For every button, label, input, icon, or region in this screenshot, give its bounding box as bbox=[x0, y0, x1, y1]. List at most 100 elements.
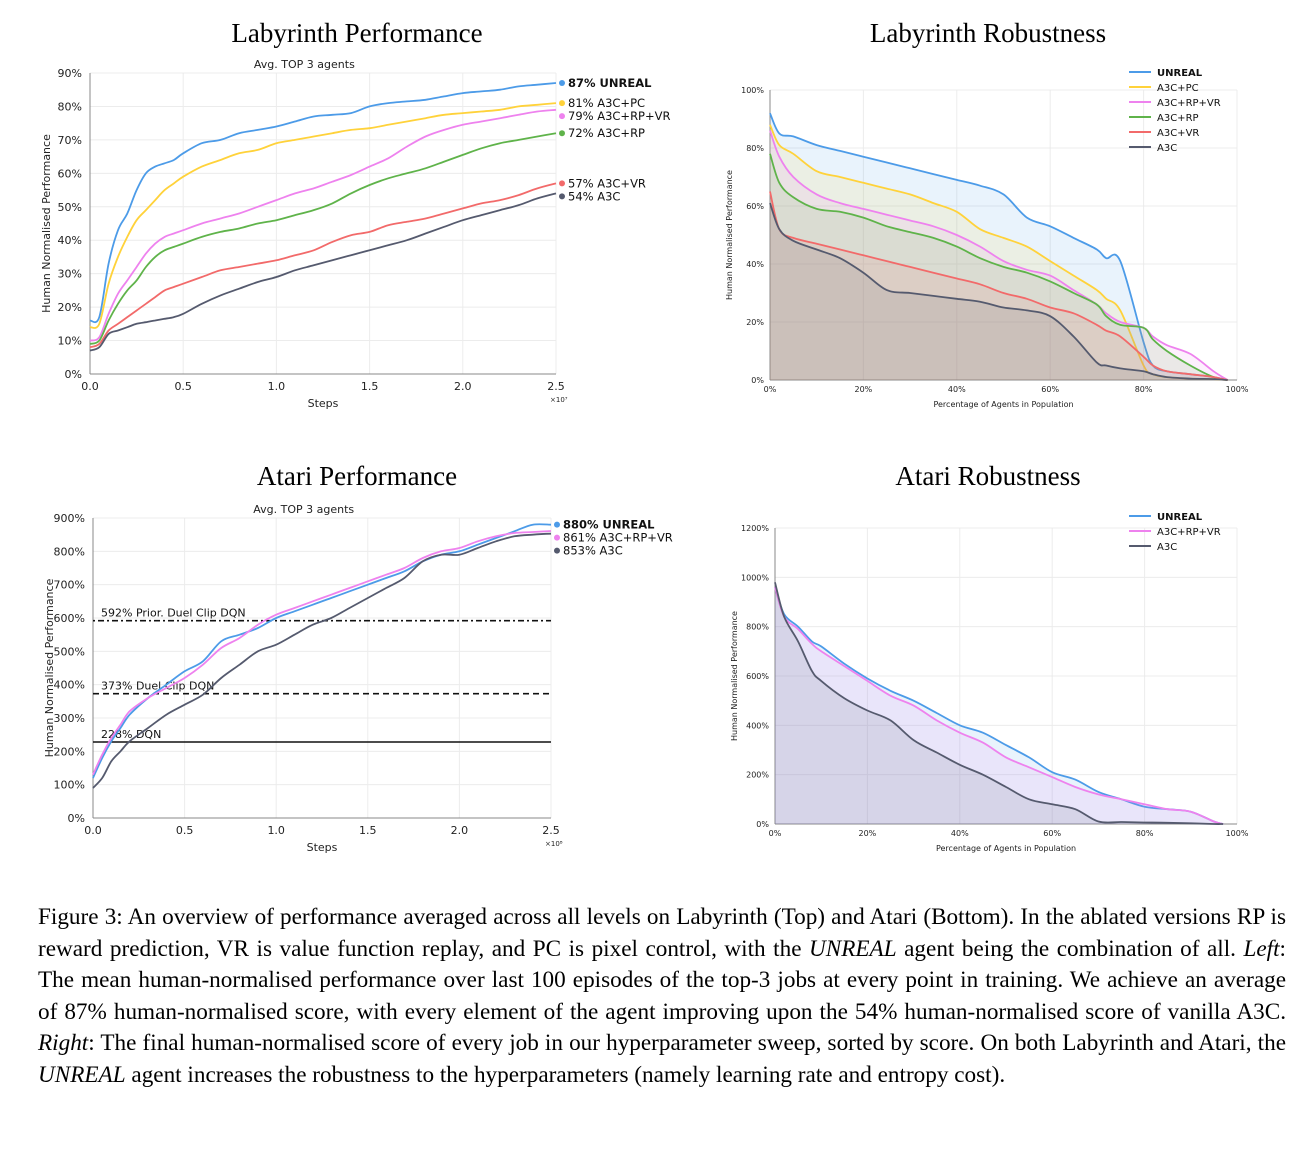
end-label-a3c-pc: 81% A3C+PC bbox=[568, 96, 645, 110]
x-tick-label: 100% bbox=[1226, 829, 1249, 838]
series-line-a3c-rp-vr bbox=[92, 530, 552, 776]
atari-performance-chart: Atari Performance Avg. TOP 3 agents 0% 100%… bbox=[0, 440, 700, 880]
end-label-a3c: 853% A3C bbox=[563, 544, 623, 558]
series-line-unreal bbox=[92, 523, 552, 779]
y-tick-label: 80% bbox=[58, 100, 82, 113]
x-axis-label: Steps bbox=[307, 841, 338, 854]
series-line-a3c-rp-vr bbox=[89, 108, 557, 342]
x-tick-label: 20% bbox=[855, 385, 873, 394]
y-tick-label: 0% bbox=[751, 376, 764, 385]
y-tick-label: 40% bbox=[746, 260, 764, 269]
y-tick-label: 90% bbox=[58, 67, 82, 80]
y-tick-label: 60% bbox=[58, 167, 82, 180]
y-tick-label: 700% bbox=[54, 579, 85, 592]
y-tick-label: 400% bbox=[746, 721, 769, 730]
x-tick-label: 1.0 bbox=[267, 824, 285, 837]
y-tick-label: 600% bbox=[746, 672, 769, 681]
series-line-a3c bbox=[89, 192, 557, 352]
caption-unreal-1: UNREAL bbox=[809, 935, 897, 962]
x-tick-label: 0.5 bbox=[174, 380, 192, 393]
y-tick-label: 30% bbox=[58, 268, 82, 281]
y-tick-label: 50% bbox=[58, 201, 82, 214]
end-label-unreal: 87% UNREAL bbox=[568, 76, 652, 90]
y-tick-label: 600% bbox=[54, 612, 85, 625]
series-area-a3c bbox=[770, 203, 1228, 380]
caption-part-3: : The mean human-normalised performance … bbox=[38, 935, 1286, 1025]
series-area-a3c-rp bbox=[770, 153, 1228, 380]
end-marker-a3c-pc bbox=[559, 100, 565, 107]
y-tick-label: 1200% bbox=[741, 524, 769, 533]
x-tick-label: 60% bbox=[1041, 385, 1059, 394]
series-area-a3c bbox=[775, 582, 1224, 825]
y-tick-label: 400% bbox=[54, 679, 85, 692]
chart-title: Labyrinth Performance bbox=[231, 18, 482, 48]
x-axis-label: Percentage of Agents in Population bbox=[936, 844, 1076, 853]
legend-label-unreal: UNREAL bbox=[1157, 512, 1203, 523]
series-line-unreal bbox=[89, 82, 557, 324]
reference-label: 373% Duel Clip DQN bbox=[101, 680, 214, 693]
caption-part-5: agent increases the robustness to the hy… bbox=[125, 1061, 1006, 1088]
x-multiplier-label: ×10⁸ bbox=[545, 840, 563, 848]
chart-title: Labyrinth Robustness bbox=[870, 18, 1106, 48]
chart-title: Atari Performance bbox=[257, 461, 457, 491]
series-area-unreal bbox=[775, 587, 1224, 824]
end-label-a3c-rp-vr: 79% A3C+RP+VR bbox=[568, 109, 670, 123]
atari-robustness-svg: Atari Robustness 0% 200% 400% 600% 800% 1000% 1… bbox=[730, 461, 1249, 853]
y-tick-label: 1000% bbox=[741, 573, 769, 582]
caption-part-2: agent being the combination of all. bbox=[896, 935, 1244, 962]
y-axis-label: Human Normalised Performance bbox=[725, 170, 734, 300]
y-tick-label: 80% bbox=[746, 144, 764, 153]
x-tick-label: 1.5 bbox=[359, 824, 377, 837]
x-tick-label: 2.0 bbox=[454, 380, 472, 393]
caption-right: Right bbox=[38, 1030, 89, 1056]
legend-label-a3c: A3C bbox=[1157, 542, 1177, 553]
chart-subtitle: Avg. TOP 3 agents bbox=[254, 58, 355, 71]
x-tick-label: 0% bbox=[769, 829, 782, 838]
atari-performance-svg: Atari Performance Avg. TOP 3 agents 0% 100%… bbox=[43, 461, 673, 854]
labyrinth-performance-chart: Labyrinth Performance Avg. TOP 3 agents 0%… bbox=[0, 0, 700, 440]
x-tick-label: 0.5 bbox=[176, 824, 194, 837]
x-tick-label: 1.5 bbox=[361, 380, 379, 393]
x-tick-label: 60% bbox=[1043, 829, 1061, 838]
series-line-a3c-rp-vr bbox=[774, 586, 1224, 825]
end-label-a3c-rp-vr: 861% A3C+RP+VR bbox=[563, 531, 673, 545]
y-tick-label: 900% bbox=[54, 512, 85, 525]
x-tick-label: 20% bbox=[859, 829, 877, 838]
y-tick-label: 800% bbox=[54, 545, 85, 558]
y-tick-label: 200% bbox=[54, 745, 85, 758]
end-marker-a3c-rp-vr bbox=[554, 534, 560, 541]
x-tick-label: 2.0 bbox=[451, 824, 469, 837]
legend-label-a3c-rp-vr: A3C+RP+VR bbox=[1157, 98, 1221, 109]
y-tick-label: 20% bbox=[746, 318, 764, 327]
end-marker-a3c bbox=[554, 547, 560, 554]
series-line-a3c-vr bbox=[89, 182, 557, 349]
y-tick-label: 200% bbox=[746, 771, 769, 780]
end-label-a3c-rp: 72% A3C+RP bbox=[568, 126, 645, 140]
x-tick-label: 40% bbox=[951, 829, 969, 838]
legend-label-a3c-vr: A3C+VR bbox=[1157, 128, 1199, 139]
x-axis-label: Steps bbox=[308, 397, 339, 410]
end-label-a3c-vr: 57% A3C+VR bbox=[568, 176, 646, 190]
y-tick-label: 500% bbox=[54, 645, 85, 658]
y-tick-label: 10% bbox=[58, 335, 82, 348]
series-line-unreal bbox=[774, 586, 1224, 825]
legend-label-a3c-pc: A3C+PC bbox=[1157, 83, 1199, 94]
series-line-a3c-pc bbox=[89, 102, 557, 329]
labyrinth-performance-svg: Labyrinth Performance Avg. TOP 3 agents 0%… bbox=[40, 18, 670, 410]
series-line-a3c-rp bbox=[89, 132, 557, 345]
end-marker-a3c-rp bbox=[559, 130, 565, 137]
reference-label: 592% Prior. Duel Clip DQN bbox=[101, 607, 246, 620]
series-line-a3c-rp bbox=[769, 153, 1228, 381]
chart-title: Atari Robustness bbox=[895, 461, 1080, 491]
end-label-unreal: 880% UNREAL bbox=[563, 518, 655, 532]
end-marker-a3c-rp-vr bbox=[559, 113, 565, 120]
y-tick-label: 20% bbox=[58, 301, 82, 314]
series-line-a3c-vr bbox=[769, 191, 1228, 381]
x-multiplier-label: ×10⁷ bbox=[550, 396, 568, 404]
y-axis-label: Human Normalised Performance bbox=[730, 611, 739, 741]
series-line-a3c bbox=[774, 582, 1224, 825]
caption-part-1: Figure 3: An overview of performance ave… bbox=[38, 904, 1286, 962]
y-tick-label: 300% bbox=[54, 712, 85, 725]
y-axis-label: Human Normalised Performance bbox=[40, 134, 53, 313]
figure-caption: Figure 3: An overview of performance ave… bbox=[38, 902, 1286, 1091]
